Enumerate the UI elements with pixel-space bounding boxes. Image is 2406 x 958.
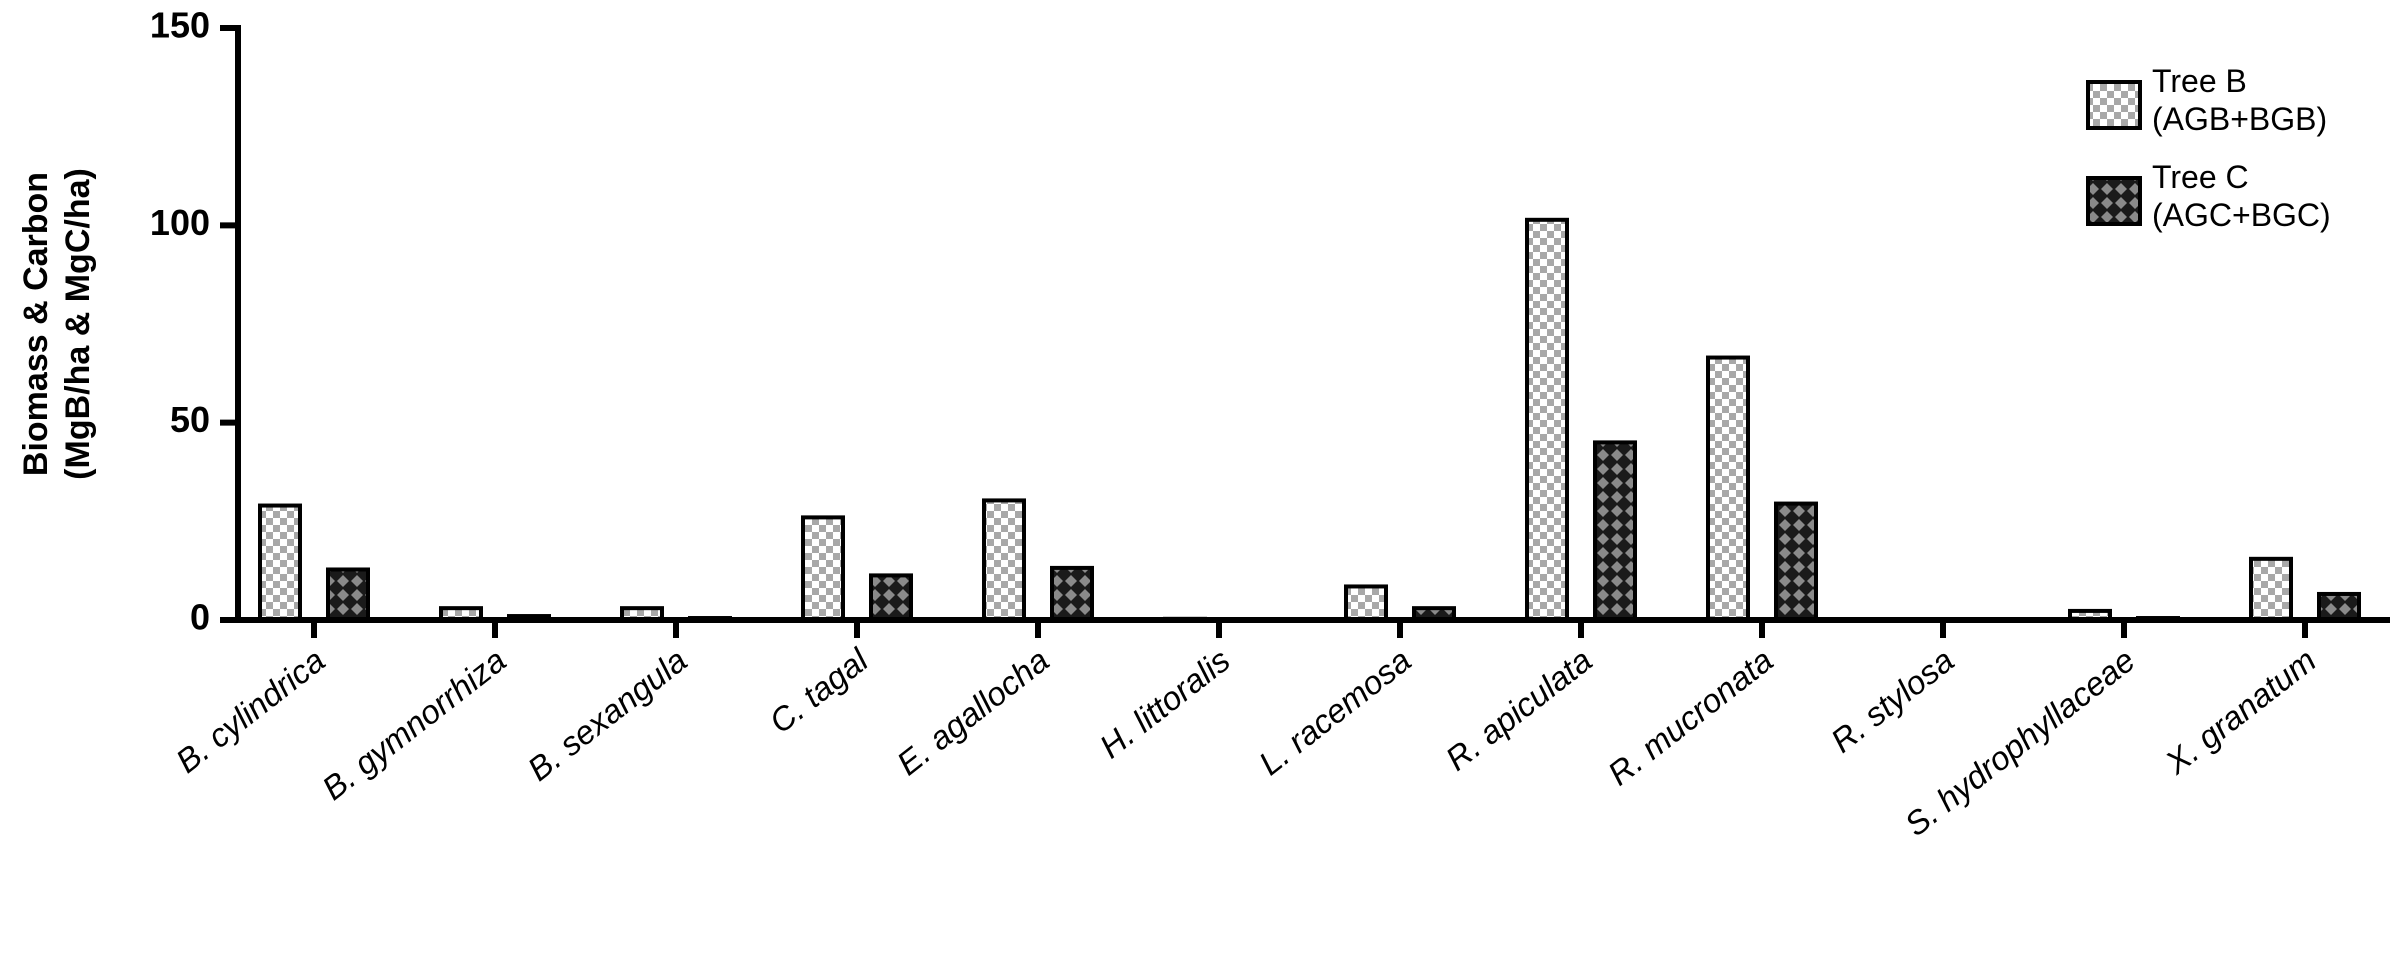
y-axis-label: (MgB/ha & MgC/ha) [59, 168, 97, 480]
bar [258, 503, 302, 622]
x-tick-label: C. tagal [762, 640, 876, 740]
bar [801, 515, 845, 622]
bar [2317, 591, 2361, 623]
bar [1344, 584, 1388, 622]
x-tick-label: H. littoralis [1093, 641, 1237, 765]
y-axis-label: Biomass & Carbon [17, 172, 55, 476]
bar [1593, 440, 1637, 622]
bar [1525, 217, 1569, 622]
x-tick-label: B. gymnorrhiza [315, 641, 513, 807]
bar [1774, 501, 1818, 622]
legend-label: Tree B (AGB+BGB) [2152, 63, 2327, 137]
bar [869, 573, 913, 622]
x-tick-label: R. mucronata [1601, 641, 1780, 792]
x-tick-label: B. sexangula [521, 641, 694, 788]
y-tick-label: 100 [150, 202, 210, 243]
bar [1050, 565, 1094, 622]
legend-swatch [2086, 80, 2142, 130]
x-tick-label: E. agallocha [890, 641, 1056, 782]
bar [1706, 355, 1750, 622]
x-tick-label: B. cylindrica [169, 641, 332, 780]
y-tick-label: 0 [190, 597, 210, 638]
y-tick-label: 50 [170, 399, 210, 440]
x-tick-label: L. racemosa [1252, 641, 1418, 782]
legend-label: Tree C (AGC+BGC) [2152, 159, 2331, 233]
y-tick-label: 150 [150, 5, 210, 46]
x-tick-label: R. apiculata [1439, 641, 1599, 777]
bar [2249, 556, 2293, 622]
x-tick-label: R. stylosa [1824, 641, 1961, 759]
legend-swatch [2086, 176, 2142, 226]
bar [982, 498, 1026, 622]
bar [326, 567, 370, 622]
x-tick-label: X. granatum [2157, 641, 2322, 781]
